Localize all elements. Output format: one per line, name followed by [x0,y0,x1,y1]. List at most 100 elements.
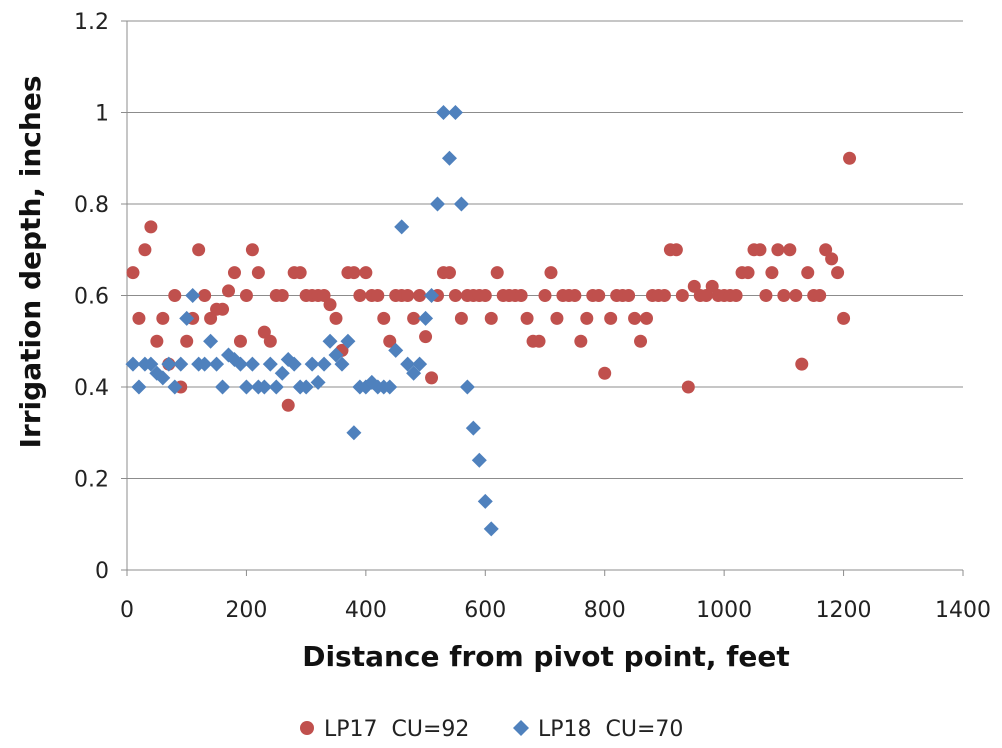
data-point-circle [251,266,265,280]
data-point-circle [329,311,343,325]
data-point-circle [371,289,385,302]
data-points [125,105,857,537]
y-tick-label: 1.2 [74,10,109,35]
data-point-diamond [447,105,463,120]
data-point-circle [281,398,295,412]
data-point-diamond [268,379,284,395]
legend-label-lp18: LP18 CU=70 [538,717,683,742]
data-point-circle [192,243,206,257]
y-tick-label: 1 [95,102,109,127]
data-point-circle [783,243,797,257]
data-point-circle [825,252,839,266]
data-point-diamond [412,356,428,372]
data-point-circle [233,334,247,348]
data-point-diamond [334,356,350,372]
data-point-diamond [424,288,440,303]
data-point-diamond [197,356,213,372]
data-point-circle [789,289,803,302]
data-point-circle [568,289,582,302]
data-point-diamond [286,356,302,372]
y-tick-label: 0.6 [74,285,109,310]
data-point-diamond [203,333,219,349]
data-point-circle [765,266,779,280]
data-point-circle [634,334,648,348]
data-point-circle [126,266,140,280]
data-point-circle [640,311,654,325]
y-tick-label: 0.8 [74,193,109,218]
data-point-circle [144,220,158,234]
data-point-diamond [382,379,398,395]
x-tick-label: 1000 [696,598,752,623]
data-point-diamond [143,356,159,372]
x-tick-label: 200 [225,598,267,623]
data-point-circle [592,289,606,302]
y-tick-labels: 0 0.2 0.4 0.6 0.8 1 1.2 [74,10,109,584]
data-point-diamond [459,379,475,395]
data-point-circle [550,311,564,325]
data-point-diamond [304,356,320,372]
data-point-diamond [328,347,344,363]
data-point-circle [353,289,367,302]
data-point-diamond [232,356,248,372]
data-point-diamond [477,493,493,509]
data-point-circle [484,311,498,325]
data-point-diamond [430,196,446,212]
data-point-circle [532,334,546,348]
data-point-circle [514,289,528,302]
legend-label-lp17: LP17 CU=92 [324,717,469,742]
data-point-circle [227,266,241,280]
data-point-diamond [256,379,272,395]
data-point-circle [628,311,642,325]
x-tick-label: 1200 [816,598,872,623]
data-point-diamond [167,379,183,395]
data-point-diamond [471,452,487,468]
data-point-diamond [435,105,451,120]
y-tick-label: 0.2 [74,468,109,493]
data-point-circle [580,311,594,325]
legend: LP17 CU=92 LP18 CU=70 [300,717,683,742]
data-point-circle [419,330,433,344]
data-point-diamond [244,356,260,372]
data-point-diamond [173,356,189,372]
data-point-circle [598,366,612,380]
x-tick-label: 1400 [935,598,991,623]
data-point-circle [413,289,427,302]
x-tick-label: 0 [120,598,134,623]
legend-marker-lp18 [513,720,529,736]
data-point-diamond [131,379,147,395]
data-point-circle [675,289,689,302]
data-point-circle [669,243,683,257]
data-point-circle [454,311,468,325]
data-point-circle [132,311,146,325]
data-point-circle [323,298,337,312]
data-point-circle [777,289,791,302]
data-point-circle [383,334,397,348]
data-point-circle [759,289,773,302]
data-point-circle [359,266,373,280]
data-point-diamond [125,356,141,372]
data-point-circle [138,243,152,257]
data-point-diamond [161,356,177,372]
x-tick-label: 800 [584,598,626,623]
data-point-circle [407,311,421,325]
data-point-diamond [238,379,254,395]
data-point-diamond [298,379,314,395]
data-point-circle [198,289,212,302]
x-tick-labels: 0 200 400 600 800 1000 1200 1400 [120,598,991,623]
data-point-circle [425,371,439,385]
data-point-diamond [346,425,362,441]
axes [121,20,964,576]
data-point-circle [741,266,755,280]
data-point-diamond [262,356,278,372]
data-point-circle [843,151,857,165]
x-tick-label: 400 [345,598,387,623]
y-tick-label: 0 [95,559,109,584]
data-point-circle [622,289,636,302]
series-lp18 [125,105,499,537]
data-point-diamond [400,356,416,372]
y-axis-title: Irrigation depth, inches [14,76,47,449]
y-tick-label: 0.4 [74,376,109,401]
data-point-circle [347,266,361,280]
data-point-circle [813,289,827,302]
